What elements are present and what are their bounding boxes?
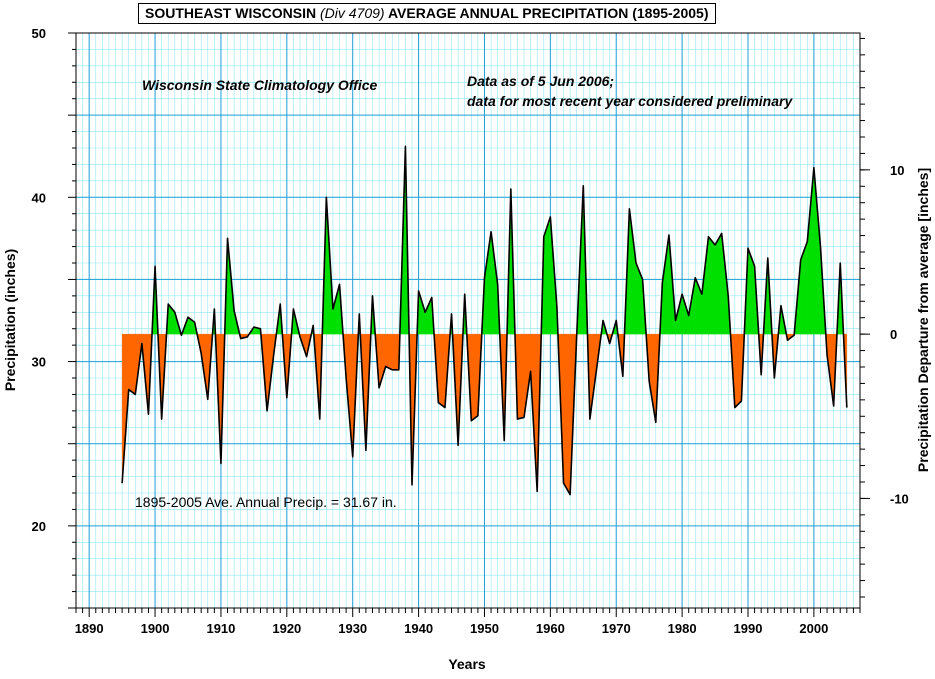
- departure-fill-segment: [748, 248, 755, 334]
- x-tick-label: 1970: [602, 621, 631, 636]
- departure-fill-segment: [438, 334, 445, 407]
- departure-fill-segment: [636, 263, 643, 334]
- chart-title-prefix: SOUTHEAST WISCONSIN: [145, 5, 320, 21]
- chart-title-suffix: AVERAGE ANNUAL PRECIPITATION (1895-2005): [385, 5, 709, 21]
- departure-fill-segment: [564, 334, 571, 495]
- departure-fill-segment: [517, 334, 524, 419]
- axes: 1890 1900 1910 1920 1930 1940 1950 1960 1970 1980…: [32, 26, 909, 636]
- note-line-2: data for most recent year considered pre…: [467, 93, 793, 109]
- y-axis-label: Precipitation (inches): [2, 249, 18, 391]
- departure-fill-segment: [129, 334, 136, 394]
- y-tick-label: 30: [32, 355, 46, 370]
- departure-fill-segment: [715, 233, 722, 334]
- x-axis-label: Years: [448, 656, 486, 672]
- average-label: 1895-2005 Ave. Annual Precip. = 31.67 in…: [135, 494, 397, 510]
- x-tick-label: 1950: [470, 621, 499, 636]
- x-tick-label: 1980: [668, 621, 697, 636]
- source-label: Wisconsin State Climatology Office: [142, 77, 378, 93]
- departure-fill-segment: [629, 209, 636, 334]
- y2-axis-label: Precipitation Departure from average [in…: [915, 168, 931, 472]
- x-tick-label: 1940: [404, 621, 433, 636]
- x-tick-label: 1890: [75, 621, 104, 636]
- x-tick-label: 1910: [206, 621, 235, 636]
- x-tick-label: 1960: [536, 621, 565, 636]
- y-tick-label: 20: [32, 519, 46, 534]
- note-line-1: Data as of 5 Jun 2006;: [467, 73, 614, 89]
- x-tick-label: 1990: [734, 621, 763, 636]
- x-tick-label: 1930: [338, 621, 367, 636]
- departure-fill-segment: [708, 237, 715, 334]
- x-tick-label: 2000: [799, 621, 828, 636]
- departure-fill-segment: [814, 168, 821, 334]
- departure-fill-segment: [807, 168, 814, 334]
- y2-tick-label: 10: [890, 163, 904, 178]
- chart-title-division: (Div 4709): [320, 5, 385, 21]
- departure-fill-segment: [386, 334, 393, 370]
- departure-fill-segment: [491, 232, 498, 334]
- departure-fill-segment: [649, 334, 656, 422]
- departure-fill-segment: [471, 334, 478, 421]
- departure-fill-segment: [735, 334, 742, 407]
- y-tick-label: 50: [32, 26, 46, 41]
- departure-fill-segment: [419, 291, 426, 334]
- chart-title: SOUTHEAST WISCONSIN (Div 4709) AVERAGE A…: [138, 3, 716, 24]
- x-tick-label: 1920: [272, 621, 301, 636]
- departure-fill-segment: [484, 232, 491, 334]
- x-tick-label: 1900: [141, 621, 170, 636]
- departure-fill-segment: [333, 284, 340, 334]
- y2-tick-label: 0: [890, 327, 897, 342]
- y-tick-label: 40: [32, 190, 46, 205]
- departure-fill-segment: [662, 235, 669, 334]
- departure-fill-segment: [392, 334, 399, 370]
- y2-tick-label: -10: [890, 491, 909, 506]
